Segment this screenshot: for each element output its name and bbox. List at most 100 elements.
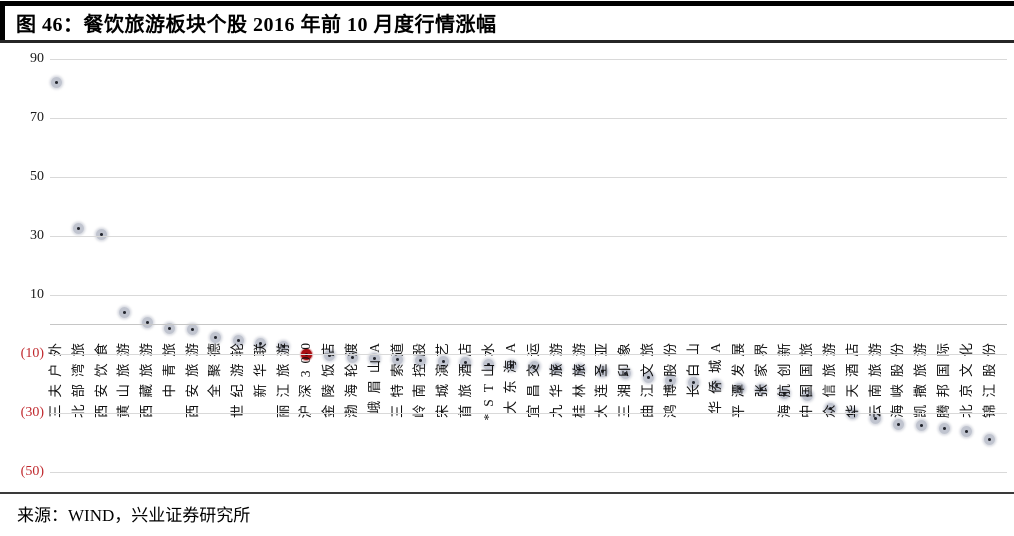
x-category-label: 凯撒旅游 [913, 336, 929, 418]
y-tick-label: (30) [20, 404, 44, 420]
y-tick-label: 90 [30, 50, 44, 66]
x-category-label: 三特索道 [389, 336, 405, 418]
zero-axis-line [50, 324, 1007, 325]
x-category-label: 云南旅游 [867, 336, 883, 418]
data-point [164, 322, 176, 334]
gridline [50, 235, 1007, 237]
data-point [255, 337, 267, 349]
data-point [847, 408, 859, 420]
x-category-label: 北部湾旅 [70, 336, 86, 418]
x-category-label: 沪深300 [298, 336, 314, 419]
data-point [574, 364, 586, 376]
figure-title: 图 46：餐饮旅游板块个股 2016 年前 10 月度行情涨幅 [16, 14, 497, 36]
data-point [118, 306, 130, 318]
x-category-label: 三夫户外 [48, 336, 63, 418]
data-point [414, 355, 426, 367]
y-tick-label: (50) [20, 463, 44, 479]
data-point [688, 376, 700, 388]
data-point [892, 418, 904, 430]
x-category-label: 黄山旅游 [116, 336, 132, 418]
y-tick-label: (10) [20, 345, 44, 361]
gridline [50, 58, 1007, 60]
x-category-label: 宋城演艺 [435, 336, 451, 418]
data-point [483, 358, 495, 370]
data-point [323, 350, 335, 362]
x-category-label: 西安饮食 [93, 336, 109, 418]
x-category-label: 峨眉山A [366, 336, 382, 415]
x-category-label: 长白山 [685, 336, 701, 398]
plot-area [0, 44, 1014, 488]
title-left-accent-bar [0, 1, 5, 43]
y-tick-label: 50 [30, 168, 44, 184]
gridline [50, 176, 1007, 178]
highlight-data-point [300, 349, 312, 361]
data-point [346, 351, 358, 363]
x-category-label: 新华联 [252, 336, 268, 398]
x-category-label: 岭南控股 [412, 336, 428, 418]
data-point [961, 426, 973, 438]
data-point [528, 361, 540, 373]
data-point [505, 359, 517, 371]
data-point [619, 368, 631, 380]
title-underline [0, 40, 1014, 43]
data-point [596, 366, 608, 378]
x-category-label: 鸿博股份 [662, 336, 678, 418]
gridline [50, 353, 1007, 355]
x-category-label: 桂林旅游 [571, 336, 587, 418]
data-point [756, 384, 768, 396]
x-category-label: 华天酒店 [844, 336, 860, 418]
data-point [392, 353, 404, 365]
data-point [642, 371, 654, 383]
data-point [141, 317, 153, 329]
x-category-label: 大东海A [503, 336, 519, 415]
data-point [460, 357, 472, 369]
y-tick-label: 70 [30, 109, 44, 125]
data-point [73, 222, 85, 234]
data-point [232, 334, 244, 346]
data-point [209, 331, 221, 343]
x-category-label: 首旅酒店 [457, 336, 473, 418]
x-category-label: 海峡股份 [890, 336, 906, 418]
x-category-label: 西藏旅游 [139, 336, 155, 418]
data-point [824, 403, 836, 415]
data-point [96, 228, 108, 240]
data-point [665, 374, 677, 386]
source-note: 来源：WIND，兴业证券研究所 [17, 506, 251, 525]
data-point [915, 420, 927, 432]
y-tick-label: 10 [30, 286, 44, 302]
x-category-label: 锦江股份 [981, 336, 997, 418]
x-category-label: 曲江文旅 [640, 336, 656, 418]
x-category-label: 张家界 [753, 336, 769, 398]
gridline [50, 294, 1007, 296]
x-category-label: 海航创新 [776, 336, 792, 418]
x-category-label: 西安旅游 [184, 336, 200, 418]
x-category-label: 北京文化 [958, 336, 974, 418]
x-category-label: 世纪游轮 [230, 336, 246, 418]
data-point [938, 423, 950, 435]
data-point [278, 340, 290, 352]
x-category-label: 渤海轮渡 [344, 336, 359, 418]
x-category-label: 华侨城A [708, 336, 724, 415]
data-point [369, 352, 381, 364]
data-point [733, 382, 745, 394]
x-category-label: 三湘印象 [617, 336, 633, 418]
x-category-label: *ST山水 [480, 336, 496, 421]
data-point [551, 362, 563, 374]
x-category-label: 宜昌交运 [526, 336, 542, 418]
x-category-label: 全聚德 [207, 336, 223, 398]
x-category-label: 九华旅游 [548, 336, 564, 418]
x-category-label: 平潭发展 [731, 336, 747, 418]
gridline [50, 117, 1007, 119]
data-point [187, 324, 199, 336]
data-point [50, 76, 62, 88]
x-category-label: 众信旅游 [822, 336, 838, 418]
y-tick-label: 30 [30, 227, 44, 243]
data-point [801, 389, 813, 401]
x-category-label: 丽江旅游 [275, 336, 291, 418]
gridline [50, 412, 1007, 414]
x-category-label: 大连圣亚 [594, 336, 610, 418]
x-category-label: 腾邦国际 [936, 336, 952, 418]
x-category-label: 金陵饭店 [321, 336, 337, 418]
x-category-label: 中青旅 [161, 336, 177, 398]
